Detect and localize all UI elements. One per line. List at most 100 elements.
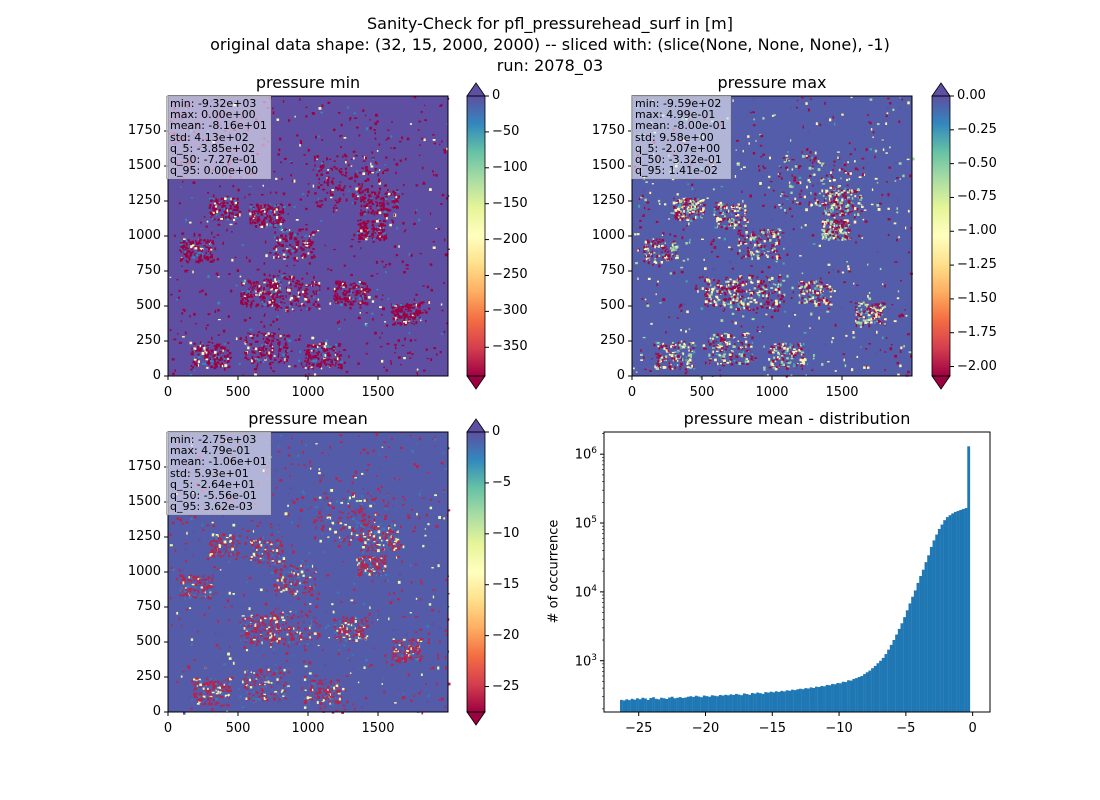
heatmap-cell xyxy=(375,260,378,264)
heatmap-cell xyxy=(284,358,286,361)
heatmap-cell xyxy=(277,216,281,220)
heatmap-cell xyxy=(724,291,726,294)
heatmap-cell xyxy=(370,211,373,214)
heatmap-cell xyxy=(351,158,353,160)
heatmap-cell xyxy=(825,174,828,177)
heatmap-cell xyxy=(763,240,766,243)
heatmap-cell xyxy=(659,238,661,241)
heatmap-cell xyxy=(258,347,261,350)
heatmap-cell xyxy=(830,233,834,235)
heatmap-cell xyxy=(262,278,265,280)
heatmap-cell xyxy=(215,197,217,201)
heatmap-cell xyxy=(361,190,364,194)
heatmap-cell xyxy=(771,292,774,294)
heatmap-cell xyxy=(264,313,266,316)
heatmap-cell xyxy=(311,346,314,349)
heatmap-cell xyxy=(420,317,423,320)
heatmap-cell xyxy=(372,232,375,234)
heatmap-cell xyxy=(173,338,177,341)
heatmap-cell xyxy=(743,290,746,293)
heatmap-cell xyxy=(252,207,255,209)
heatmap-cell xyxy=(413,303,416,305)
heatmap-cell xyxy=(190,352,193,355)
heatmap-cell xyxy=(807,363,809,366)
heatmap-cell xyxy=(725,276,728,279)
heatmap-cell xyxy=(857,213,859,216)
heatmap-cell xyxy=(358,187,361,191)
heatmap-cell xyxy=(185,218,188,222)
heatmap-cell xyxy=(262,222,266,226)
heatmap-cell xyxy=(364,194,366,196)
heatmap-cell xyxy=(777,254,780,257)
heatmap-cell xyxy=(355,285,358,288)
heatmap-cell xyxy=(259,361,262,364)
heatmap-cell xyxy=(759,144,763,147)
heatmap-cell xyxy=(265,217,268,219)
heatmap-cell xyxy=(266,207,269,211)
heatmap-cell xyxy=(308,284,311,286)
heatmap-cell xyxy=(263,303,265,306)
heatmap-cell xyxy=(214,310,217,313)
heatmap-cell xyxy=(422,166,424,170)
heatmap-cell xyxy=(259,296,262,299)
heatmap-cell xyxy=(654,245,656,249)
heatmap-cell xyxy=(252,221,254,224)
heatmap-cell xyxy=(707,340,710,343)
heatmap-cell xyxy=(279,334,282,338)
heatmap-cell xyxy=(899,364,902,368)
heatmap-cell xyxy=(241,244,245,246)
heatmap-cell xyxy=(717,299,721,301)
heatmap-cell xyxy=(410,253,413,257)
heatmap-cell xyxy=(679,362,683,366)
heatmap-cell xyxy=(356,126,359,129)
heatmap-cell xyxy=(734,175,737,178)
heatmap-cell xyxy=(862,323,864,327)
heatmap-cell xyxy=(701,359,704,361)
heatmap-cell xyxy=(689,219,693,222)
heatmap-cell xyxy=(370,274,374,277)
heatmap-cell xyxy=(263,325,266,328)
heatmap-cell xyxy=(796,201,799,203)
heatmap-cell xyxy=(884,305,887,309)
heatmap-cell xyxy=(767,229,770,231)
heatmap-cell xyxy=(294,365,297,368)
heatmap-cell xyxy=(223,358,225,360)
heatmap-cell xyxy=(336,287,339,290)
heatmap-cell xyxy=(747,255,751,257)
heatmap-cell xyxy=(352,157,355,160)
heatmap-cell xyxy=(835,212,838,215)
heatmap-cell xyxy=(731,210,734,212)
heatmap-cell xyxy=(426,357,429,360)
heatmap-cell xyxy=(708,293,710,296)
heatmap-cell xyxy=(320,200,323,202)
heatmap-cell xyxy=(245,298,248,300)
heatmap-cell xyxy=(709,358,712,360)
heatmap-cell xyxy=(682,352,685,356)
heatmap-cell xyxy=(300,286,302,289)
heatmap-cell xyxy=(245,302,249,305)
heatmap-cell xyxy=(706,305,709,307)
heatmap-cell xyxy=(747,247,749,250)
heatmap-cell xyxy=(392,200,394,202)
heatmap-cell xyxy=(276,118,280,121)
heatmap-cell xyxy=(876,330,878,334)
heatmap-cell xyxy=(335,280,338,283)
heatmap-cell xyxy=(896,297,900,300)
heatmap-cell xyxy=(219,356,223,359)
heatmap-cell xyxy=(724,278,727,281)
heatmap-cell xyxy=(365,222,369,225)
heatmap-cell xyxy=(374,122,378,126)
heatmap-cell xyxy=(723,361,726,365)
heatmap-cell xyxy=(414,211,417,215)
heatmap-cell xyxy=(719,219,723,222)
heatmap-cell xyxy=(199,344,202,348)
heatmap-cell xyxy=(810,192,812,195)
heatmap-cell xyxy=(357,230,360,232)
heatmap-cell xyxy=(370,200,373,203)
heatmap-cell xyxy=(683,206,686,210)
heatmap-cell xyxy=(872,313,874,315)
heatmap-cell xyxy=(832,227,835,230)
heatmap-cell xyxy=(845,225,848,227)
heatmap-cell xyxy=(739,275,743,278)
heatmap-cell xyxy=(754,286,757,288)
